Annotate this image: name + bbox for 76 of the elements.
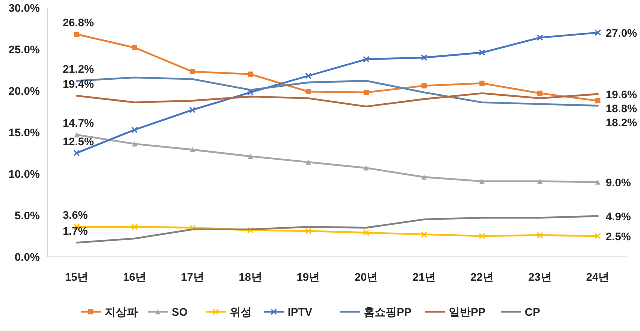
y-tick-label: 25.0% — [8, 44, 40, 56]
point — [364, 166, 370, 171]
point — [480, 80, 485, 86]
point — [480, 178, 485, 184]
point — [538, 178, 543, 184]
legend-label: 홈쇼핑PP — [364, 307, 412, 319]
point — [538, 90, 543, 96]
point — [305, 228, 312, 235]
x-tick-label: 18년 — [239, 272, 262, 284]
point — [306, 89, 312, 94]
data-label: 12.5% — [62, 136, 94, 148]
data-label: 27.0% — [606, 28, 638, 40]
y-tick-label: 30.0% — [8, 3, 40, 15]
data-label: 4.9% — [606, 211, 632, 224]
point — [363, 56, 370, 63]
legend-label: SO — [172, 307, 188, 319]
point — [190, 147, 196, 153]
legend-label: 지상파 — [104, 307, 138, 319]
point — [536, 34, 544, 42]
legend-label: IPTV — [288, 307, 314, 319]
x-tick-label: 19년 — [296, 272, 320, 284]
point — [132, 126, 138, 134]
point — [190, 69, 196, 75]
point — [421, 231, 428, 238]
y-tick-label: 5.0% — [14, 210, 40, 222]
data-label: 21.2% — [62, 64, 94, 76]
point — [132, 142, 138, 147]
data-label: 1.7% — [62, 226, 88, 238]
x-tick-label: 17년 — [181, 272, 204, 284]
data-label: 14.7% — [62, 118, 94, 130]
data-label: 18.8% — [606, 103, 638, 116]
data-label: 19.4% — [62, 78, 94, 91]
point — [74, 32, 80, 38]
x-tick-label: 23년 — [528, 272, 552, 284]
point — [190, 224, 196, 232]
data-label: 26.8% — [62, 18, 94, 30]
point — [364, 90, 370, 96]
x-tick-label: 15년 — [65, 272, 89, 284]
legend-label: CP — [525, 307, 540, 319]
data-label: 18.2% — [606, 117, 638, 130]
point — [190, 106, 196, 114]
point — [594, 233, 602, 240]
y-tick-label: 20.0% — [8, 86, 40, 98]
point — [363, 230, 370, 236]
x-tick-label: 22년 — [470, 272, 494, 284]
point — [132, 45, 138, 50]
y-tick-label: 10.0% — [8, 169, 40, 181]
y-tick-label: 15.0% — [8, 128, 40, 140]
point — [74, 132, 80, 138]
x-tick-label: 24년 — [586, 272, 610, 284]
point — [247, 227, 254, 234]
point — [132, 224, 138, 230]
point — [422, 174, 427, 180]
point — [306, 160, 312, 165]
point — [305, 72, 312, 80]
point — [421, 54, 428, 62]
data-label: 19.6% — [606, 89, 638, 102]
x-tick-label: 20년 — [354, 272, 378, 284]
point — [479, 233, 486, 240]
point — [74, 150, 80, 156]
point — [536, 232, 544, 239]
legend-label: 일반PP — [449, 307, 486, 319]
point — [594, 30, 602, 36]
legend-label: 위성 — [230, 307, 252, 319]
point — [595, 180, 601, 185]
point — [248, 72, 254, 77]
x-tick-label: 21년 — [412, 272, 436, 284]
data-label: 9.0% — [606, 177, 632, 190]
point — [248, 154, 254, 160]
point — [422, 83, 427, 89]
x-tick-label: 16년 — [123, 272, 146, 284]
point — [595, 98, 601, 104]
point — [479, 50, 486, 56]
data-label: 3.6% — [62, 210, 88, 222]
data-label: 2.5% — [606, 231, 632, 244]
y-tick-label: 0.0% — [14, 252, 40, 264]
